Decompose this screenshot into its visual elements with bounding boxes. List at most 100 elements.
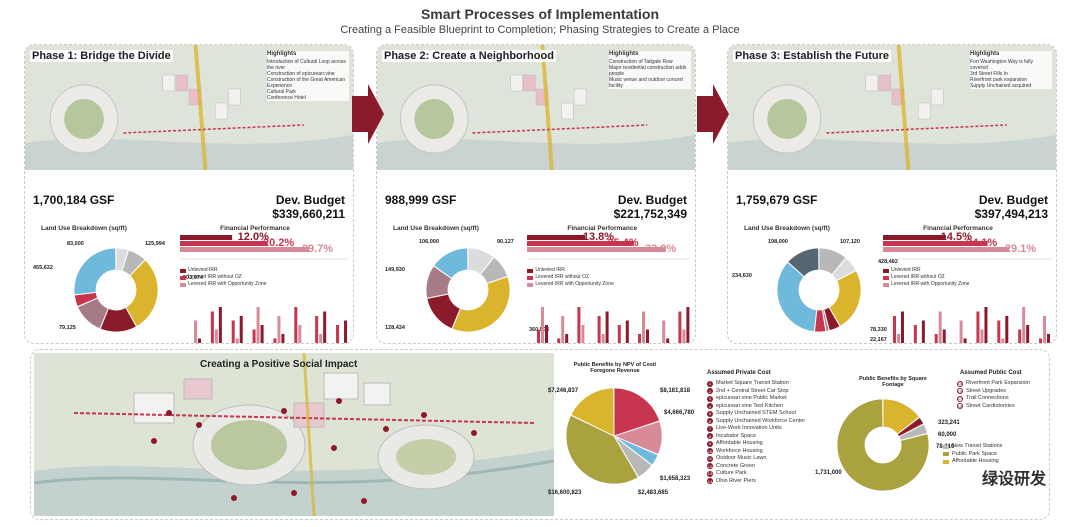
yield-bar <box>541 307 545 343</box>
yield-bar <box>537 329 541 343</box>
private-cost-label: Supply Unchained Workforce Center <box>716 417 806 424</box>
donut-label: 83,000 <box>67 241 84 247</box>
donut-label: 503,974 <box>183 275 203 281</box>
yield-bar <box>260 325 264 343</box>
phase-1-panel: Phase 1: Bridge the Divide Highlights Intr… <box>24 44 354 344</box>
land-use-slice-4 <box>99 306 137 333</box>
sqft-legend-label: New Transit Stations <box>952 443 1003 449</box>
financial-title: Financial Performance <box>220 225 290 232</box>
phase-1-gsf: 1,700,184 GSF <box>33 193 115 207</box>
irr-legend-label: Unlevied IRR <box>535 267 565 273</box>
phase-3-highlights: Highlights Fort Washington Way is fully c… <box>970 51 1052 89</box>
private-cost-item: 9 Affordable Housing <box>707 440 805 448</box>
private-cost-label: Market Square Transit Station <box>716 380 789 386</box>
yield-bar <box>256 307 260 343</box>
cost-number-icon: 5 <box>707 410 713 417</box>
yield-bar <box>921 320 925 343</box>
phase-2-gsf: 988,999 GSF <box>385 193 457 207</box>
yield-bar <box>585 342 589 343</box>
irr-bar <box>883 235 947 241</box>
highlight-item: Music venue and outdoor concert facility <box>609 77 683 89</box>
irr-legend-item: Levered IRR with Opportunity Zone <box>883 281 969 288</box>
page-title: Smart Processes of Implementation <box>420 6 660 22</box>
yield-bar <box>666 338 670 343</box>
yield-bar <box>605 311 609 343</box>
donut-label: 22,167 <box>870 337 887 343</box>
irr-value: 33.0% <box>645 243 677 255</box>
phase-2-highlights: Highlights Construction of Tailgate Row Ma… <box>609 51 691 89</box>
public-cost-label: Riverfront Park Expansion <box>966 380 1030 386</box>
yield-bar <box>194 320 198 343</box>
irr-legend-label: Levered IRR with Opportunity Zone <box>188 281 267 287</box>
land-use-slice-1 <box>818 247 847 276</box>
land-use-title: Land Use Breakdown (sq/ft) <box>744 225 830 232</box>
donut-label: 125,994 <box>145 241 165 247</box>
cost-number-icon: 9 <box>707 440 713 447</box>
npv-label-5: $16,600,823 <box>548 490 582 496</box>
sqft-label-2: 60,000 <box>938 432 957 438</box>
sqft-swatch <box>943 452 949 457</box>
highlight-item: Conference Hotel <box>267 95 306 101</box>
irr-legend-item: Levered IRR with Opportunity Zone <box>180 281 266 288</box>
sqft-donut-title: Public Benefits by Square Footage <box>859 376 927 388</box>
npv-label-1: $8,181,818 <box>660 388 691 394</box>
budget-label: Dev. Budget <box>978 193 1048 207</box>
yield-bar <box>678 311 682 343</box>
irr-legend-item: Unlevied IRR <box>883 267 969 274</box>
private-cost-label: Ohio River Piers <box>716 477 757 484</box>
yield-bar <box>239 316 243 343</box>
cost-number-icon: 10 <box>707 448 713 455</box>
npv-slice-6 <box>570 387 615 437</box>
cost-number-icon: 6 <box>707 418 713 425</box>
highlights-title: Highlights <box>609 51 639 57</box>
public-cost-item: 17 Trail Connections <box>957 395 1030 403</box>
yield-bar <box>581 325 585 343</box>
phase-3-gsf: 1,759,679 GSF <box>736 193 818 207</box>
land-use-slice-8 <box>787 247 820 278</box>
yield-bars <box>190 307 348 343</box>
irr-legend-label: Unlevied IRR <box>188 267 218 273</box>
land-use-slice-4 <box>426 293 461 330</box>
irr-legend-label: Levered IRR without OZ <box>188 274 242 280</box>
irr-legend-item: Levered IRR without OZ <box>883 274 969 281</box>
irr-bar <box>883 241 988 247</box>
phase-2-land-use-donut <box>425 247 511 333</box>
phase-3-land-use-donut <box>776 247 862 333</box>
public-cost-item: 18 Street Cardiotomies <box>957 403 1030 411</box>
irr-legend-label: Levered IRR without OZ <box>891 274 945 280</box>
highlight-item: Cultural Park <box>267 89 296 95</box>
cost-number-icon: 13 <box>707 470 713 477</box>
cost-number-icon: 7 <box>707 425 713 432</box>
yield-bar <box>1047 333 1051 343</box>
page-subtitle: Creating a Feasible Blueprint to Complet… <box>340 24 740 36</box>
cost-number-icon: 12 <box>707 463 713 470</box>
yield-bar <box>1005 316 1009 343</box>
yield-bar <box>210 311 214 343</box>
irr-legend-label: Unlevied IRR <box>891 267 921 273</box>
irr-swatch <box>883 275 890 280</box>
financial-title: Financial Performance <box>567 225 638 232</box>
irr-value: 25.4% <box>607 237 639 249</box>
sqft-swatch <box>943 459 949 464</box>
yield-bar <box>658 342 662 343</box>
land-use-slice-7 <box>73 247 117 296</box>
yield-bar <box>565 333 569 343</box>
private-cost-label: Concrete Green <box>716 462 756 469</box>
private-cost-item: 7 Live-Work Innovation Units <box>707 425 805 433</box>
highlight-item: Construction of the Great American Exper… <box>267 77 346 89</box>
public-cost-title: Assumed Public Cost <box>960 370 1022 376</box>
private-cost-label: Live-Work Innovation Units <box>716 425 782 431</box>
budget-label: Dev. Budget <box>617 193 687 207</box>
irr-legend: Unlevied IRR Levered IRR without OZ Levere… <box>180 267 266 288</box>
irr-value: 24.1% <box>965 237 998 249</box>
sqft-slice-1 <box>882 398 921 435</box>
yield-bar <box>618 325 622 343</box>
private-cost-item: 11 Outdoor Music Lawn <box>707 455 805 463</box>
sqft-legend-label: Affordable Housing <box>952 458 999 464</box>
cost-number-icon: 16 <box>957 388 963 395</box>
yield-bar <box>190 342 194 343</box>
yield-bar <box>959 320 963 343</box>
land-use-slice-3 <box>828 270 862 327</box>
cost-number-icon: 17 <box>957 395 963 402</box>
yield-bar <box>340 342 344 343</box>
